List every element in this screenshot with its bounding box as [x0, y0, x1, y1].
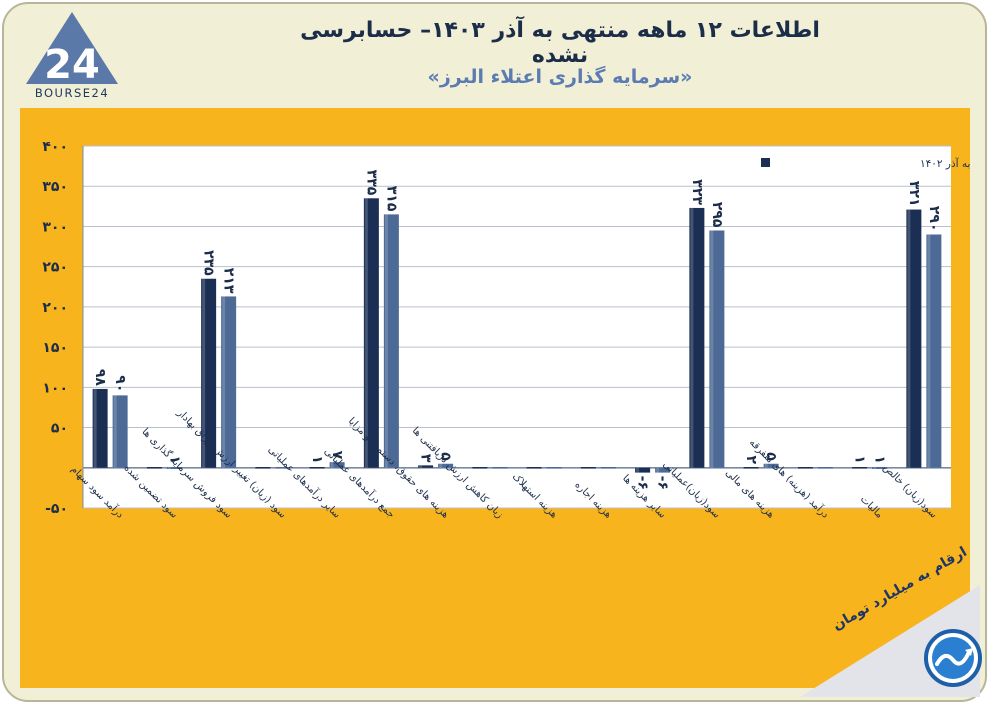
bar: [906, 209, 922, 468]
bar: [309, 467, 325, 469]
data-label: ۷: [329, 451, 345, 460]
bar: [526, 467, 542, 469]
bar-highlight: [167, 466, 171, 469]
legend-swatch: [761, 158, 770, 167]
data-label: ۳۱۵: [383, 186, 399, 212]
bar-highlight: [113, 395, 117, 468]
bar-highlight: [364, 198, 368, 468]
trend-arrow-icon: [924, 629, 982, 687]
data-label: ۳: [418, 454, 434, 463]
bar-highlight: [330, 462, 334, 468]
bar: [275, 467, 291, 469]
data-label: -۶: [635, 476, 651, 490]
bar-highlight: [636, 467, 640, 473]
logo-number: 24: [44, 42, 100, 88]
y-tick-label: ۲۵۰: [42, 260, 68, 276]
data-label: ۱: [166, 455, 182, 464]
bar: [872, 466, 888, 469]
data-label: ۲۹۵: [709, 202, 725, 228]
bar: [112, 395, 128, 468]
page-title: اطلاعات ۱۲ ماهه منتهی به آذر ۱۴۰۳– حسابر…: [300, 18, 820, 68]
y-tick-label: ۱۵۰: [42, 340, 68, 356]
y-tick-label: ۳۵۰: [42, 179, 68, 195]
bar-highlight: [202, 278, 206, 468]
bar-highlight: [419, 465, 423, 468]
legend-label: عملکرد منتهی به آذر ۱۴۰۲: [920, 157, 970, 170]
data-label: ۱: [872, 455, 888, 464]
bar: [201, 278, 217, 468]
bar: [635, 467, 651, 473]
data-label: ۹۸: [92, 369, 108, 387]
bar: [329, 462, 345, 468]
bar: [926, 234, 942, 468]
y-axis: -۵۰ ۵۰ ۱۰۰ ۱۵۰ ۲۰۰ ۲۵۰ ۳۰۰ ۳۵۰ ۴۰۰: [42, 139, 84, 517]
bar-highlight: [873, 466, 877, 469]
bar: [709, 230, 725, 468]
bar: [546, 467, 562, 469]
bar: [797, 467, 813, 469]
data-label: ۵: [763, 452, 779, 461]
data-label: ۹۰: [112, 375, 128, 392]
bar: [689, 207, 705, 468]
bar: [166, 466, 182, 469]
bar-highlight: [927, 234, 931, 468]
data-label: ۱: [852, 455, 868, 464]
bar: [438, 463, 454, 468]
data-label: ۲: [743, 455, 759, 464]
y-tick-label: ۵۰: [51, 421, 68, 437]
y-tick-label: ۴۰۰: [42, 139, 68, 155]
data-label: ۳۳۵: [363, 170, 379, 196]
bar-highlight: [439, 463, 443, 468]
bar: [492, 467, 508, 469]
data-label: ۲۹۰: [926, 206, 942, 232]
bar: [817, 467, 833, 469]
bar: [763, 463, 779, 468]
data-label: ۱: [309, 455, 325, 464]
data-label: ۵: [438, 452, 454, 461]
data-label: ۳۲۳: [689, 179, 705, 205]
bar: [580, 467, 596, 469]
company-name: «سرمایه گذاری اعتلاء البرز»: [427, 66, 693, 88]
y-tick-label: -۵۰: [45, 501, 68, 517]
bar: [743, 467, 759, 469]
bar: [852, 467, 868, 469]
y-tick-label: ۱۰۰: [42, 380, 68, 396]
bar-highlight: [907, 209, 911, 468]
legend: عملکرد منتهی به آذر ۱۴۰۲: [761, 157, 970, 170]
bar-highlight: [690, 207, 694, 468]
bar: [472, 467, 488, 469]
bar: [655, 467, 671, 473]
bar-highlight: [710, 230, 714, 468]
bar: [600, 467, 616, 469]
bourse24-logo: 24: [26, 12, 118, 88]
y-tick-label: ۳۰۰: [42, 219, 68, 235]
logo-triangle: [26, 12, 118, 84]
bar: [418, 465, 434, 468]
bar-highlight: [764, 463, 768, 468]
bar: [221, 296, 237, 468]
bar-highlight: [222, 296, 226, 468]
data-label: ۲۱۳: [221, 268, 237, 294]
data-label: ۲۳۵: [201, 250, 217, 276]
bar: [92, 388, 108, 468]
bar: [383, 214, 399, 468]
bar: [363, 198, 379, 468]
bar: [146, 467, 162, 469]
data-label: ۳۲۱: [906, 181, 922, 207]
bar: [255, 467, 271, 469]
brand-name: BOURSE24: [34, 86, 110, 100]
y-tick-label: ۲۰۰: [42, 300, 68, 316]
bar-highlight: [384, 214, 388, 468]
bar-highlight: [93, 388, 97, 468]
bar-highlight: [656, 467, 660, 473]
data-label: -۶: [655, 476, 671, 490]
